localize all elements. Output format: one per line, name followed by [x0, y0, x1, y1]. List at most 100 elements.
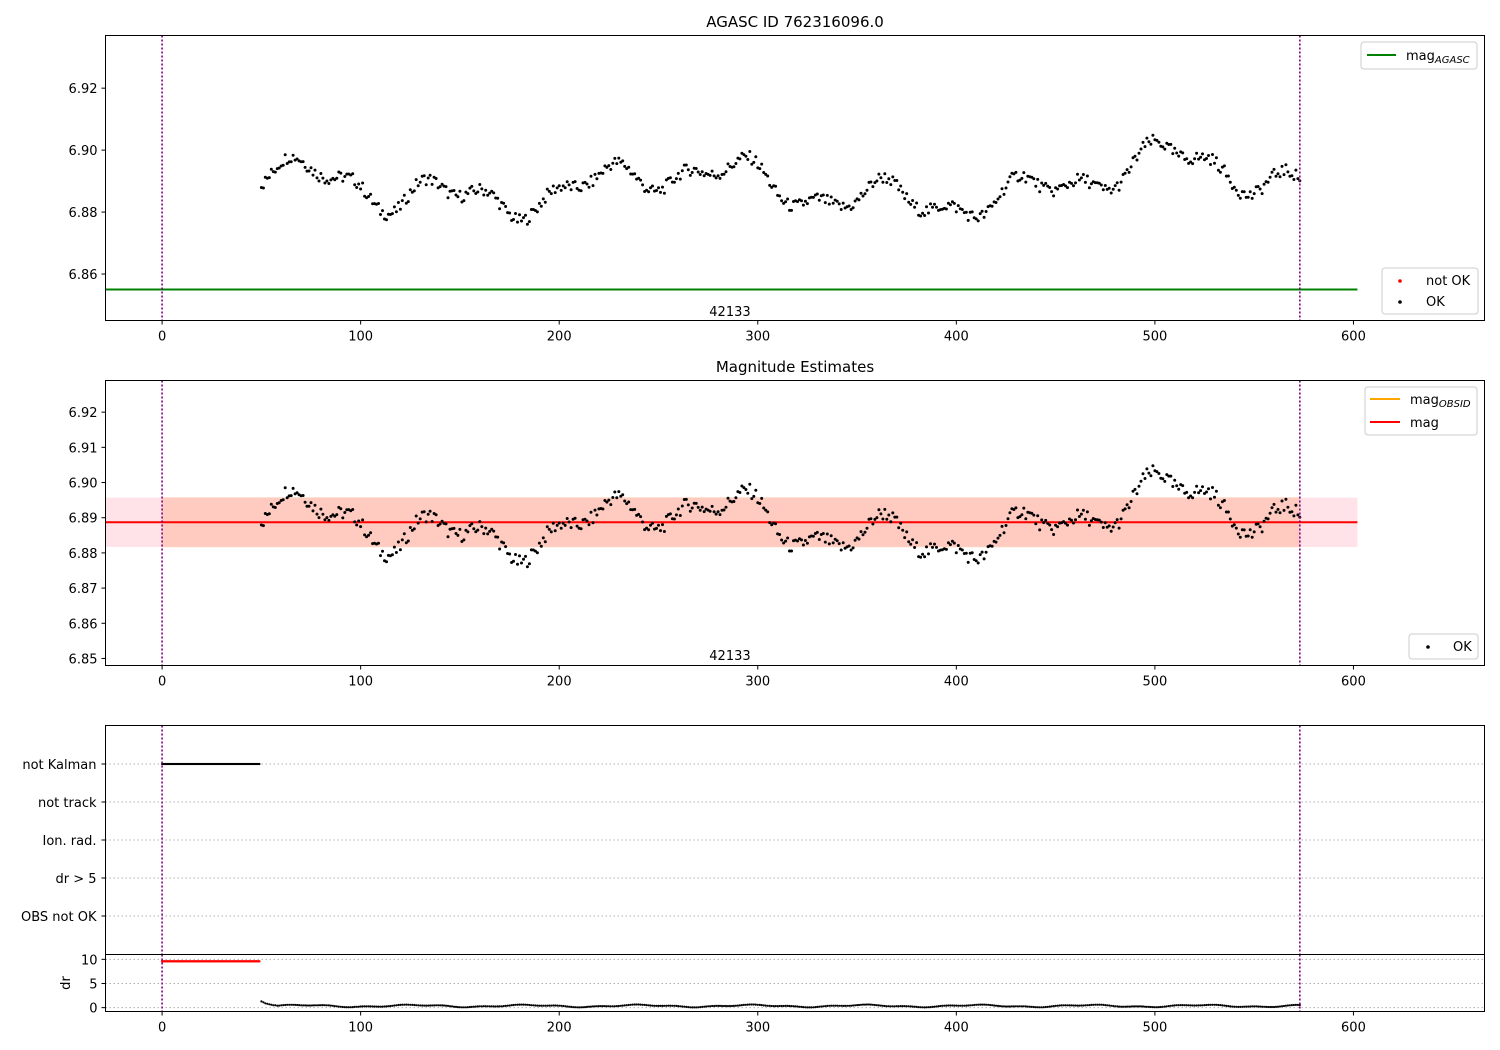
x-tick-label-4: 400 — [944, 675, 969, 690]
y-tick-label-1: 6.86 — [69, 617, 98, 632]
dr-point — [629, 1003, 632, 1006]
dr-point — [1189, 1004, 1192, 1007]
ok-point — [357, 519, 361, 523]
dr-point — [713, 1004, 716, 1008]
dr-point — [1076, 1004, 1079, 1007]
ok-point — [557, 521, 561, 525]
dr-point — [889, 1005, 892, 1008]
ok-point — [537, 201, 541, 205]
ok-point — [722, 508, 726, 512]
dr-point — [538, 1004, 541, 1007]
dr-point — [959, 1004, 962, 1007]
ok-point — [446, 535, 450, 539]
ok-point — [897, 526, 901, 530]
ok-point — [456, 195, 460, 199]
ok-point — [353, 183, 357, 187]
ok-point — [1169, 474, 1173, 478]
dr-point — [554, 1004, 557, 1007]
dr-point — [1002, 1005, 1006, 1008]
ok-point — [1056, 525, 1060, 529]
ok-point — [1032, 513, 1036, 517]
ok-point — [847, 544, 851, 548]
dr-point — [794, 1005, 797, 1008]
ok-point — [557, 184, 561, 188]
dr-point — [711, 1004, 714, 1008]
dr-point — [1102, 1003, 1105, 1007]
ok-point — [1143, 145, 1147, 149]
ok-point — [1048, 186, 1052, 189]
ok-point — [835, 199, 839, 203]
dr-point — [444, 1004, 448, 1007]
ok-point — [994, 201, 998, 204]
ok-point — [865, 188, 869, 192]
dr-point — [1032, 1005, 1035, 1009]
ok-point — [954, 551, 958, 555]
dr-point — [742, 1003, 746, 1007]
dr-point — [552, 1004, 555, 1007]
ok-point — [1213, 161, 1216, 165]
dr-point — [786, 1004, 789, 1008]
dr-point — [621, 1004, 624, 1007]
ok-point — [573, 516, 577, 520]
dr-point — [796, 1005, 799, 1008]
ok-point — [784, 200, 788, 204]
ok-point — [551, 521, 555, 525]
ok-point — [891, 511, 895, 515]
ok-point — [708, 509, 712, 513]
ok-point — [1181, 484, 1185, 488]
dr-point — [343, 1006, 346, 1009]
ok-point — [1216, 503, 1220, 507]
ok-point — [468, 524, 472, 528]
ok-point — [1262, 519, 1266, 523]
ok-point — [1234, 188, 1238, 192]
ok-point — [639, 515, 643, 519]
ok-point — [831, 541, 835, 545]
ok-point — [615, 162, 619, 166]
ok-point — [1004, 186, 1008, 190]
ok-point — [1191, 496, 1195, 500]
ok-point — [722, 172, 726, 176]
ok-point — [549, 192, 553, 196]
ok-point — [1050, 190, 1054, 194]
dr-point — [347, 1006, 350, 1009]
ok-point — [1232, 185, 1236, 189]
dr-point — [1064, 1004, 1067, 1007]
ok-point — [1034, 522, 1038, 526]
dr-point — [1088, 1004, 1091, 1007]
ok-point — [591, 184, 595, 188]
ok-point — [1286, 505, 1290, 509]
dr-point — [615, 1005, 618, 1008]
x-tick-label-0: 0 — [158, 675, 166, 690]
ok-point — [978, 212, 982, 216]
dr-point — [649, 1004, 652, 1007]
dr-point — [971, 1004, 974, 1007]
ok-point — [1296, 177, 1300, 181]
ok-point — [480, 525, 484, 529]
ok-point — [392, 205, 396, 209]
ok-point — [909, 202, 913, 206]
estimates-panel-title: Magnitude Estimates — [716, 358, 874, 376]
y-tick-label-2: 6.87 — [69, 582, 98, 597]
dr-point — [589, 1005, 593, 1008]
ok-point — [923, 214, 927, 217]
ok-point — [615, 496, 619, 500]
dr-point — [1145, 1005, 1148, 1008]
ok-point — [1258, 187, 1262, 191]
y-tick-label-0: 6.86 — [69, 268, 98, 283]
ok-point — [579, 189, 583, 193]
ok-point — [1189, 494, 1193, 498]
ok-point — [861, 533, 865, 537]
x-tick-label-1: 100 — [348, 675, 373, 690]
dr-point — [857, 1003, 861, 1007]
ok-point — [533, 549, 537, 553]
dr-point — [353, 1005, 356, 1009]
ok-point — [823, 540, 827, 544]
dr-point — [391, 1004, 394, 1007]
dr-point — [413, 1003, 416, 1007]
dr-point — [726, 1005, 730, 1008]
dr-point — [1106, 1004, 1109, 1007]
ok-point — [609, 168, 613, 171]
ok-point — [1250, 196, 1254, 200]
ok-point — [498, 207, 502, 211]
ok-point — [891, 175, 895, 179]
